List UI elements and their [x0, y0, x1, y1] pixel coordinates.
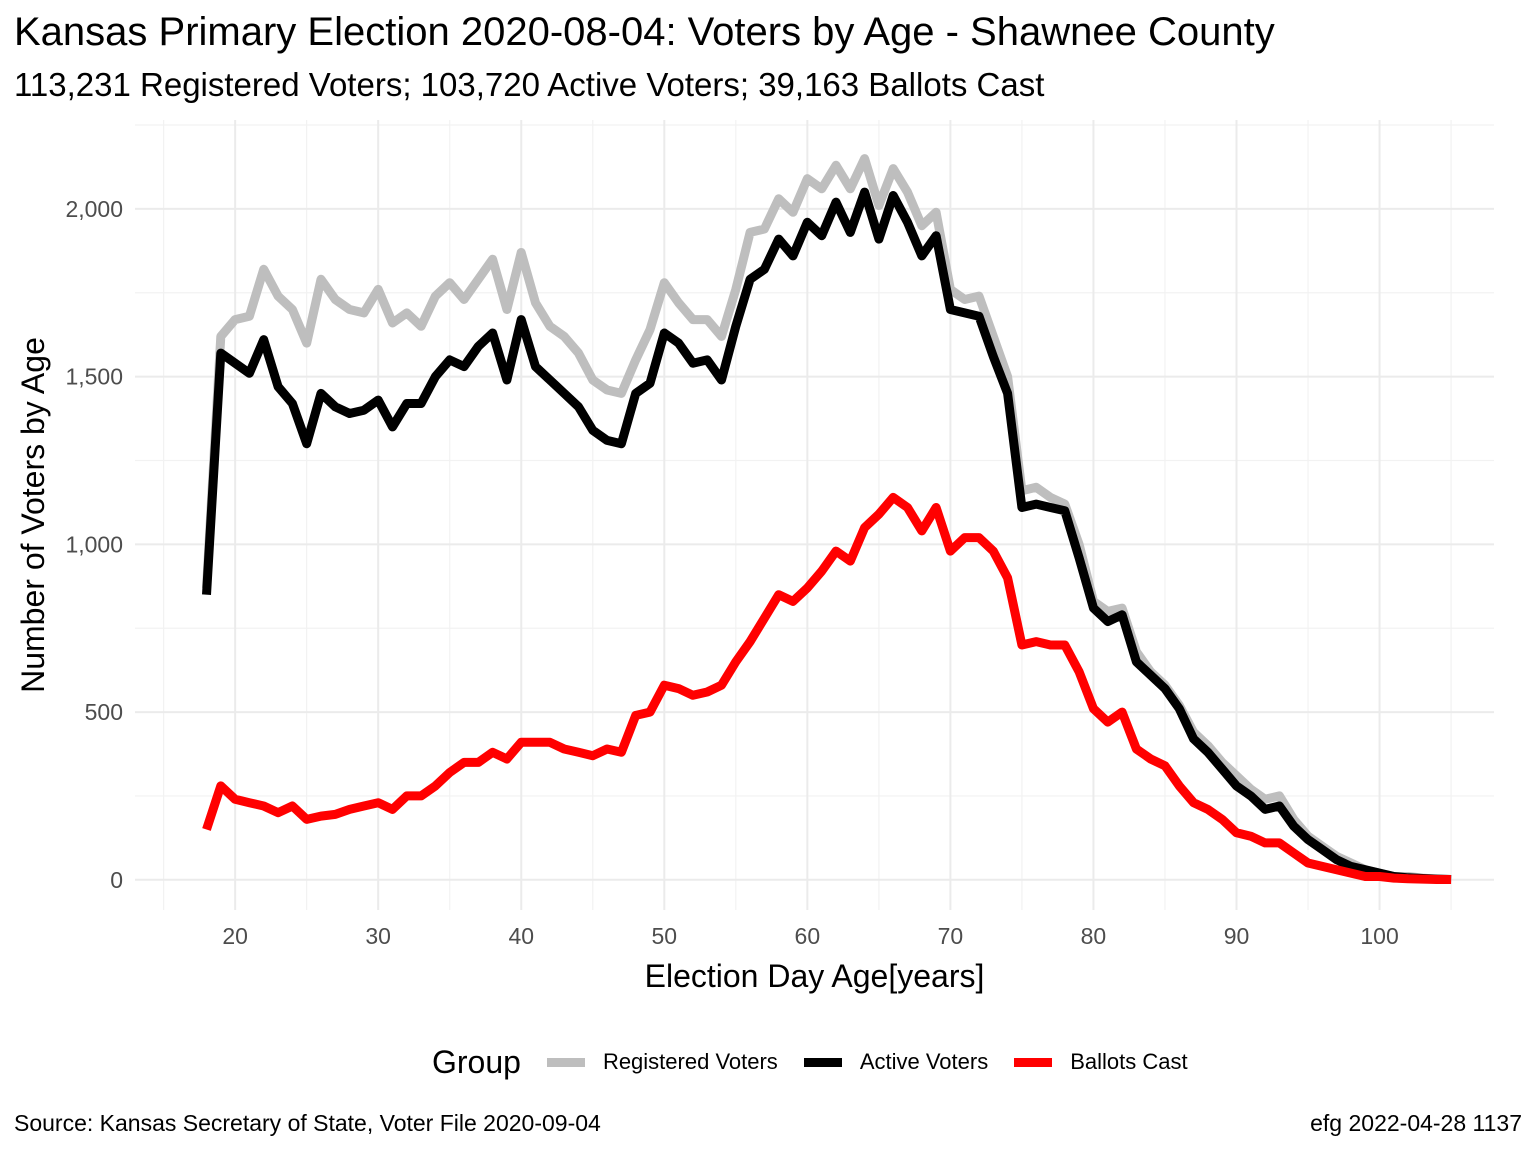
legend-swatch-active: [803, 1057, 842, 1067]
legend-label-registered: Registered Voters: [602, 1049, 778, 1074]
x-tick-label: 90: [1224, 923, 1250, 949]
legend-swatch-ballots: [1014, 1057, 1053, 1067]
series-line-ballots: [202, 492, 1452, 884]
x-tick-label: 20: [222, 923, 248, 949]
x-tick-label: 60: [795, 923, 821, 949]
y-tick-label: 2,000: [65, 196, 123, 222]
tick-labels: 20 30 40 50 60 70 80 90 100 0 500 1,000 1,500 2,000: [65, 196, 1398, 949]
x-tick-label: 70: [938, 923, 964, 949]
y-tick-label: 0: [110, 867, 123, 893]
legend-swatch-registered: [546, 1057, 585, 1067]
y-tick-label: 1,500: [65, 364, 123, 390]
legend-item-active: Active Voters: [803, 1049, 989, 1075]
x-tick-label: 100: [1360, 923, 1398, 949]
x-tick-label: 40: [508, 923, 534, 949]
legend-label-active: Active Voters: [859, 1049, 989, 1074]
series-lines: [202, 154, 1452, 884]
y-tick-label: 500: [85, 699, 123, 725]
x-tick-label: 50: [651, 923, 677, 949]
series-line-registered: [202, 154, 1452, 884]
series-line-active: [202, 187, 1452, 884]
x-axis-title: Election Day Age[years]: [645, 958, 985, 994]
chart-subtitle: 113,231 Registered Voters; 103,720 Activ…: [14, 66, 1045, 103]
x-tick-label: 30: [365, 923, 391, 949]
source-note: Source: Kansas Secretary of State, Voter…: [14, 1110, 601, 1136]
legend-item-ballots: Ballots Cast: [1014, 1049, 1188, 1075]
author-stamp: efg 2022-04-28 1137: [1310, 1110, 1522, 1136]
x-tick-label: 80: [1081, 923, 1107, 949]
legend-item-registered: Registered Voters: [546, 1049, 778, 1075]
y-axis-title: Number of Voters by Age: [15, 337, 51, 693]
legend: Group Registered Voters Active Voters Ba…: [0, 1040, 1536, 1084]
line-chart: 20 30 40 50 60 70 80 90 100 0 500 1,000 1,500 2,000 E…: [15, 120, 1494, 994]
chart-title: Kansas Primary Election 2020-08-04: Vote…: [14, 10, 1275, 54]
legend-label-ballots: Ballots Cast: [1070, 1049, 1188, 1074]
legend-title: Group: [432, 1043, 521, 1080]
grid: [135, 120, 1494, 910]
y-tick-label: 1,000: [65, 531, 123, 557]
